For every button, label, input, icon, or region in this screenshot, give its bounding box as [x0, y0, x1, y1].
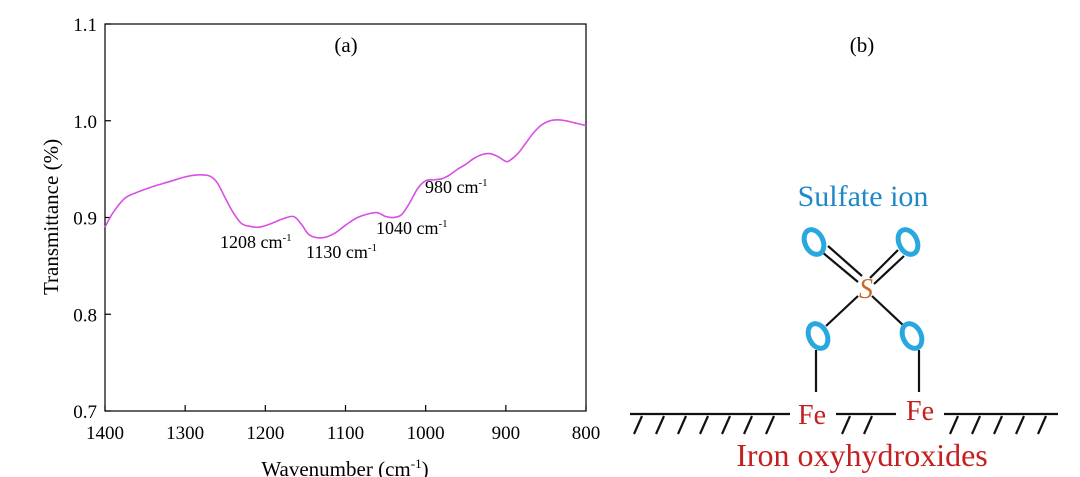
- y-tick-label: 0.9: [73, 209, 97, 230]
- y-tick-labels: 0.7 0.8 0.9 1.0 1.1: [73, 15, 97, 423]
- oxygen-ring: [899, 321, 925, 351]
- x-tick-label: 800: [572, 423, 601, 444]
- surface: [630, 412, 1058, 435]
- surface-hatching: [632, 415, 1048, 435]
- annotation-980-base: 980 cm: [425, 177, 479, 197]
- x-tick-label: 1100: [327, 423, 364, 444]
- oxygen-atom-top-left: O: [801, 227, 827, 257]
- bond-upper-left: [821, 251, 859, 283]
- x-tick-label: 900: [492, 423, 521, 444]
- oxygen-ring: [895, 227, 921, 257]
- annotation-1208-sup: -1: [283, 232, 292, 244]
- x-tick-label: 1000: [407, 423, 445, 444]
- oxygen-atom-bottom-left: [805, 321, 831, 351]
- y-tick-label: 1.0: [73, 112, 97, 133]
- hatch-mark: [1036, 415, 1048, 435]
- panel-label-a: (a): [334, 33, 357, 57]
- y-tick-label: 1.1: [73, 15, 97, 36]
- y-axis-label: Transmittance (%): [39, 139, 63, 295]
- annotation-1040-sup: -1: [439, 218, 448, 230]
- bond-lower-right: [871, 295, 905, 327]
- annotation-1130: 1130 cm-1: [306, 242, 377, 262]
- hatch-mark: [970, 415, 982, 435]
- iron-label-left: Fe: [798, 400, 826, 431]
- hatch-mark: [1014, 415, 1026, 435]
- hatch-mark: [632, 415, 644, 435]
- annotation-1208-base: 1208 cm: [220, 232, 283, 252]
- plot-frame: [104, 23, 587, 412]
- bond-lines: [814, 245, 921, 392]
- annotation-1130-base: 1130 cm: [306, 242, 368, 262]
- hatch-mark: [764, 415, 776, 435]
- spectrum-line: [104, 118, 587, 239]
- x-axis-label-base: Wavenumber (cm: [261, 457, 410, 477]
- y-tick-label: 0.7: [73, 402, 97, 423]
- annotation-1208: 1208 cm-1: [220, 232, 292, 252]
- axis-ticks: [104, 23, 587, 412]
- sulfate-diagram: (b) Sulfate ion O: [630, 33, 1058, 473]
- annotation-1040: 1040 cm-1: [376, 218, 448, 238]
- bond-lower-left: [825, 295, 859, 327]
- iron-label-right: Fe: [906, 396, 934, 427]
- hatch-mark: [676, 415, 688, 435]
- bond-upper-left-double: [827, 245, 863, 277]
- annotation-980-sup: -1: [479, 177, 488, 189]
- annotation-980: 980 cm-1: [425, 177, 488, 197]
- oxygen-atom-bottom-right: [899, 321, 925, 351]
- sulfate-ion-title: Sulfate ion: [798, 180, 929, 213]
- x-tick-label: 1300: [166, 423, 204, 444]
- oxygen-ring: [801, 227, 827, 257]
- x-axis-label-close: ): [422, 457, 429, 477]
- bond-upper-right: [869, 249, 899, 279]
- hatch-mark: [840, 415, 852, 435]
- x-tick-label: 1400: [86, 423, 124, 444]
- hatch-mark: [720, 415, 732, 435]
- panel-label-b: (b): [850, 33, 875, 57]
- y-tick-label: 0.8: [73, 305, 97, 326]
- annotation-1040-base: 1040 cm: [376, 218, 439, 238]
- bond-upper-right-double: [873, 255, 905, 285]
- x-tick-labels: 1400 1300 1200 1100 1000 900 800: [86, 423, 600, 444]
- oxygen-atom-top-right: [895, 227, 921, 257]
- hatch-mark: [742, 415, 754, 435]
- hatch-mark: [654, 415, 666, 435]
- hatch-mark: [862, 415, 874, 435]
- oxygen-ring: [805, 321, 831, 351]
- oxygen-atoms: O: [801, 227, 925, 351]
- annotation-1130-sup: -1: [368, 242, 377, 254]
- x-axis-label: Wavenumber (cm-1): [261, 456, 428, 477]
- x-axis-label-sup: -1: [411, 456, 422, 471]
- sulfur-atom: S: [859, 274, 873, 305]
- surface-label: Iron oxyhydroxides: [736, 437, 988, 473]
- x-tick-label: 1200: [246, 423, 284, 444]
- ftir-chart: 0.7 0.8 0.9 1.0 1.1 1400 1300 1200 1100 1000 900 8…: [39, 15, 600, 477]
- hatch-mark: [948, 415, 960, 435]
- hatch-mark: [992, 415, 1004, 435]
- hatch-mark: [698, 415, 710, 435]
